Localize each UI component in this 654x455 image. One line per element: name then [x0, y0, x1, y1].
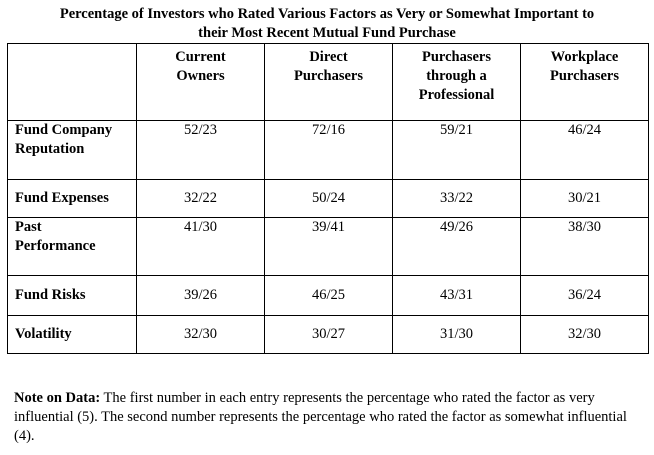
table-cell: 59/21: [392, 120, 521, 180]
table-cell: 39/41: [264, 217, 393, 276]
table-cell: 32/30: [136, 315, 265, 354]
table-cell: 46/24: [520, 120, 649, 180]
document-title: Percentage of Investors who Rated Variou…: [0, 5, 654, 43]
note-label: Note on Data:: [14, 390, 101, 406]
table-row: Volatility 32/30 30/27 31/30 32/30: [7, 315, 649, 354]
table-cell: 30/27: [264, 315, 393, 354]
note-text: The first number in each entry represent…: [14, 390, 627, 444]
table-cell: 49/26: [392, 217, 521, 276]
ratings-table: Current Owners Direct Purchasers Purchas…: [7, 43, 649, 354]
table-cell: 46/25: [264, 275, 393, 316]
table-row: Fund Expenses 32/22 50/24 33/22 30/21: [7, 179, 649, 218]
column-header-purchasers-through-professional: Purchasers through a Professional: [392, 43, 521, 121]
table-cell: 36/24: [520, 275, 649, 316]
table-header-row: Current Owners Direct Purchasers Purchas…: [7, 43, 649, 121]
header-corner-cell: [7, 43, 137, 121]
table-cell: 33/22: [392, 179, 521, 218]
row-label-volatility: Volatility: [7, 315, 137, 354]
column-header-workplace-purchasers: Workplace Purchasers: [520, 43, 649, 121]
table-cell: 38/30: [520, 217, 649, 276]
table-cell: 43/31: [392, 275, 521, 316]
title-line-2: their Most Recent Mutual Fund Purchase: [198, 25, 456, 41]
table-cell: 41/30: [136, 217, 265, 276]
table-cell: 31/30: [392, 315, 521, 354]
row-label-fund-risks: Fund Risks: [7, 275, 137, 316]
table-cell: 32/30: [520, 315, 649, 354]
table-row: Fund Company Reputation 52/23 72/16 59/2…: [7, 120, 649, 180]
table-cell: 32/22: [136, 179, 265, 218]
data-note: Note on Data: The first number in each e…: [14, 389, 644, 446]
title-line-1: Percentage of Investors who Rated Variou…: [59, 6, 595, 22]
row-label-fund-expenses: Fund Expenses: [7, 179, 137, 218]
column-header-current-owners: Current Owners: [136, 43, 265, 121]
table-cell: 39/26: [136, 275, 265, 316]
row-label-fund-company-reputation: Fund Company Reputation: [7, 120, 137, 180]
table-cell: 50/24: [264, 179, 393, 218]
table-cell: 52/23: [136, 120, 265, 180]
column-header-direct-purchasers: Direct Purchasers: [264, 43, 393, 121]
table-row: Fund Risks 39/26 46/25 43/31 36/24: [7, 275, 649, 316]
row-label-past-performance: Past Performance: [7, 217, 137, 276]
table-cell: 30/21: [520, 179, 649, 218]
table-cell: 72/16: [264, 120, 393, 180]
table-row: Past Performance 41/30 39/41 49/26 38/30: [7, 217, 649, 276]
